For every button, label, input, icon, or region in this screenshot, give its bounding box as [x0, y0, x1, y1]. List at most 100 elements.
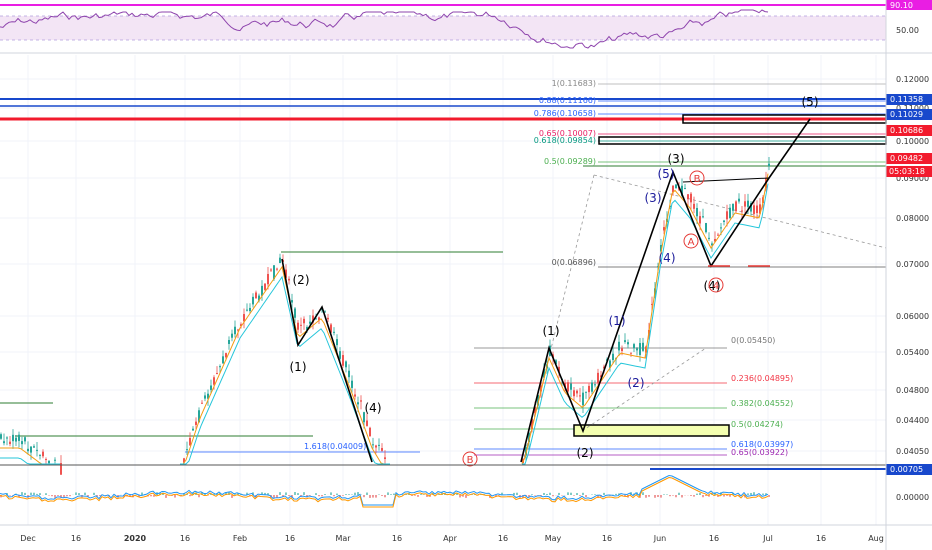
macd-bar-191 [573, 495, 575, 496]
macd-bar-114 [342, 495, 344, 496]
macd-bar-110 [330, 492, 332, 495]
price-tick-008: 0.08000 [896, 214, 929, 223]
candle-body-162 [747, 200, 749, 207]
candle-body-12 [36, 449, 38, 451]
circle-label-4: 4 [708, 277, 724, 293]
macd-bar-64 [192, 492, 194, 495]
candle-body-108 [585, 391, 587, 393]
candle-body-83 [375, 445, 377, 448]
fib-upper-label-0618: 0.618(0.09854) [534, 136, 596, 145]
macd-bar-192 [576, 493, 578, 495]
wave-path-left [281, 258, 373, 463]
candle-body-3 [9, 441, 11, 445]
time-label-may: May [545, 534, 562, 543]
candle-body-98 [555, 360, 557, 365]
candle-body-101 [564, 382, 566, 387]
price-badges: 0.11358 0.11029 0.10686 0.09482 05:03:18 [886, 94, 932, 177]
badge-010686-text: 0.10686 [890, 126, 923, 135]
candle-body-113 [600, 375, 602, 378]
candle-body-11 [33, 446, 35, 448]
macd-bar-176 [528, 495, 530, 498]
badge-011029-text: 0.11029 [890, 110, 923, 119]
price-tick-010: 0.10000 [896, 137, 929, 146]
macd-bar-123 [369, 495, 371, 498]
candle-body-79 [363, 412, 365, 423]
fib-upper-label-0: 0(0.06896) [552, 258, 596, 267]
candle-body-69 [333, 331, 335, 333]
candle-body-59 [303, 318, 305, 324]
candle-body-43 [255, 292, 257, 299]
macd-bar-71 [213, 493, 215, 495]
candle-body-145 [696, 207, 698, 217]
price-tick-0044: 0.04400 [896, 416, 929, 425]
macd-bar-222 [666, 494, 668, 495]
macd-bar-98 [294, 492, 296, 495]
candle-body-109 [588, 385, 590, 393]
macd-bar-220 [660, 495, 662, 498]
candle-body-57 [297, 322, 299, 330]
candle-body-9 [27, 448, 29, 452]
macd-bar-215 [645, 495, 647, 498]
candle-body-152 [717, 234, 719, 236]
macd-bar-178 [534, 495, 536, 496]
price-tick-00405: 0.04050 [896, 447, 929, 456]
macd-bar-214 [642, 492, 644, 495]
candle-body-133 [660, 244, 662, 252]
candle-body-14 [42, 451, 44, 457]
candle-body-15 [45, 459, 47, 461]
macd-bar-3 [9, 495, 11, 496]
macd-bar-177 [531, 494, 533, 495]
candle-body-42 [252, 296, 254, 305]
candle-body-68 [330, 324, 332, 333]
macd-bar-101 [303, 492, 305, 495]
macd-bar-249 [747, 493, 749, 495]
candle-body-54 [288, 278, 290, 281]
time-axis: Dec 16 2020 16 Feb 16 Mar 16 Apr 16 May … [20, 534, 884, 543]
macd-histogram [0, 492, 770, 498]
macd-bar-13 [39, 493, 41, 495]
macd-bar-22 [66, 495, 68, 497]
macd-bar-47 [141, 492, 143, 495]
macd-bar-189 [567, 492, 569, 495]
fib-upper-label-088: 0.88(0.11166) [539, 96, 596, 105]
macd-bar-195 [585, 495, 587, 498]
support-box [573, 424, 730, 437]
candle-body-31 [219, 366, 221, 368]
macd-bar-187 [561, 495, 563, 496]
time-label-apr: Apr [443, 534, 458, 543]
macd-bar-154 [462, 495, 464, 497]
candle-body-55 [291, 300, 293, 303]
candle-body-78 [360, 400, 362, 402]
macd-bar-58 [174, 495, 176, 498]
candle-body-45 [261, 285, 263, 296]
circle-label-b-ring [689, 170, 705, 186]
candle-body-5 [15, 437, 17, 442]
macd-bar-17 [51, 495, 53, 497]
price-tick-006: 0.06000 [896, 312, 929, 321]
candle-body-148 [705, 223, 707, 233]
candle-body-67 [327, 317, 329, 320]
candle-body-156 [729, 207, 731, 218]
candle-body-85 [381, 448, 383, 451]
fib-upper-group: 1(0.11683) 0.88(0.11166) 0.786(0.10658) … [534, 79, 886, 268]
macd-bar-115 [345, 494, 347, 495]
candle-body-80 [366, 420, 368, 426]
macd-bar-233 [699, 492, 701, 495]
macd-bar-216 [648, 495, 650, 497]
time-label-feb: Feb [233, 534, 247, 543]
macd-bar-111 [333, 495, 335, 497]
macd-bar-29 [87, 495, 89, 497]
candle-body-84 [378, 444, 380, 446]
candle-body-111 [594, 384, 596, 386]
candle-body-22 [192, 428, 194, 431]
candle-body-29 [213, 377, 215, 385]
macd-bar-130 [390, 494, 392, 495]
macd-bar-140 [420, 494, 422, 495]
grid [0, 55, 886, 525]
fib-lower-label-065: 0.65(0.03922) [731, 448, 788, 457]
macd-bar-206 [618, 493, 620, 495]
candle-body-58 [300, 324, 302, 326]
candle-body-164 [753, 205, 755, 214]
wave-label-left-1: (1) [290, 360, 307, 374]
